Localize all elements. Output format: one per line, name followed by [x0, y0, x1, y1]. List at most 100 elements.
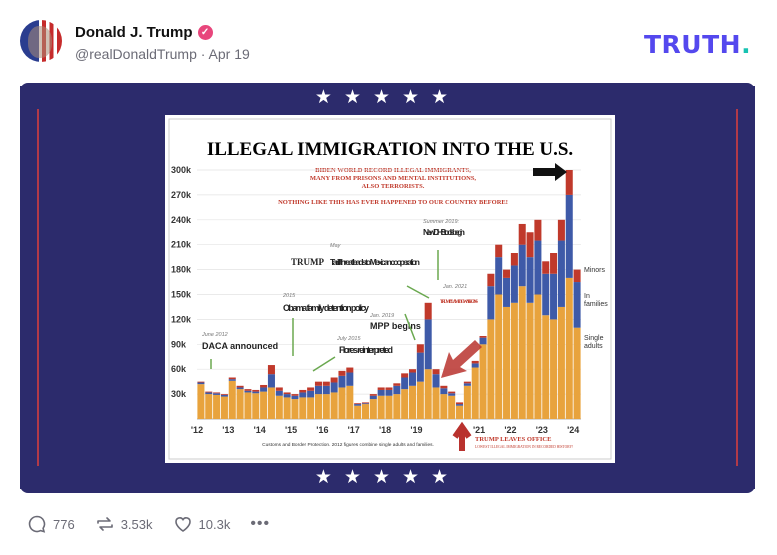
bar-minors [573, 269, 581, 283]
bar-single-adults [526, 302, 534, 419]
bar-in-families [275, 390, 283, 396]
bar-single-adults [424, 369, 432, 419]
bar-minors [220, 394, 228, 395]
bar-in-families [369, 395, 377, 400]
subtitle-line: BIDEN WORLD RECORD ILLEGAL IMMIGRANTS, [315, 167, 471, 174]
chart-svg: ILLEGAL IMMIGRATION INTO THE U.S. BIDEN … [168, 118, 612, 460]
bar-minors [244, 389, 252, 391]
truth-logo[interactable]: TRUTH. [644, 30, 751, 59]
stars-bottom: ★★★★★ [20, 466, 755, 489]
x-tick-label: '13 [222, 425, 234, 435]
bar-single-adults [307, 397, 315, 419]
bar-in-families [526, 257, 534, 303]
bar-single-adults [267, 387, 275, 419]
legend-single-adults: Single adults [584, 335, 604, 350]
annotation-date: Jan. 2019 [369, 313, 394, 319]
bar-minors [260, 384, 268, 388]
bar-single-adults [377, 395, 385, 419]
annotation-clampdown: TRUMP CLAMPDOWN BEGINS [440, 300, 478, 305]
bar-single-adults [205, 394, 213, 419]
bar-single-adults [479, 344, 487, 419]
bar-single-adults [565, 277, 573, 419]
annotation-dhs: New DHS tools begin [423, 227, 465, 237]
annotation-date: July 2015 [336, 336, 361, 342]
bar-minors [369, 394, 377, 396]
annotation-date: Jan. 2021 [442, 284, 467, 290]
bar-single-adults [228, 380, 236, 419]
retruth-button[interactable]: 3.53k [95, 514, 153, 534]
more-options-icon[interactable]: ••• [250, 515, 271, 532]
bar-in-families [291, 395, 299, 400]
comment-icon [28, 515, 46, 533]
bar-single-adults [503, 306, 511, 419]
bar-in-families [385, 389, 393, 396]
leaves-office-label: TRUMP LEAVES OFFICE [475, 436, 551, 443]
bar-minors [495, 244, 503, 258]
bar-single-adults [314, 394, 322, 419]
bar-in-families [550, 273, 558, 320]
bar-in-families [542, 273, 550, 316]
y-tick-label: 270k [171, 190, 192, 200]
post-meta: @realDonaldTrump · Apr 19 [75, 46, 250, 62]
annotation-flores: Flores reinterpreted [339, 345, 393, 355]
y-tick-label: 210k [171, 240, 192, 250]
subtitle-line: ALSO TERRORISTS. [362, 183, 425, 190]
x-tick-label: '22 [504, 425, 516, 435]
bar-minors [503, 269, 511, 278]
x-tick-label: '12 [191, 425, 203, 435]
annotation-daca: DACA announced [202, 341, 278, 351]
bar-single-adults [573, 327, 581, 419]
bar-single-adults [338, 387, 346, 419]
like-button[interactable]: 10.3k [173, 514, 230, 534]
legend-families: In families [584, 293, 608, 308]
chart-source: Customs and Border Protection. 2012 figu… [262, 442, 434, 448]
bar-single-adults [550, 319, 558, 419]
bar-in-families [205, 392, 213, 395]
bar-minors [361, 402, 370, 404]
bar-minors [267, 365, 275, 375]
bar-single-adults [416, 381, 424, 419]
bar-minors [424, 302, 432, 320]
bar-minors [354, 403, 362, 405]
bar-minors [236, 385, 244, 388]
bar-single-adults [346, 385, 354, 419]
bar-single-adults [252, 393, 260, 419]
bar-in-families [299, 392, 307, 398]
retruth-count: 3.53k [120, 516, 153, 532]
bar-single-adults [291, 399, 299, 419]
bar-single-adults [260, 391, 268, 419]
bar-single-adults [440, 394, 448, 419]
post-image[interactable]: ★★★★★ ★★★★★ ILLEGAL IMMIGRATION INTO THE… [20, 83, 755, 493]
bar-in-families [213, 393, 221, 395]
x-tick-label: '17 [348, 425, 360, 435]
annotation-mpp: MPP begins [370, 321, 421, 331]
bar-single-adults [518, 286, 526, 419]
handle[interactable]: @realDonaldTrump [75, 46, 197, 62]
y-tick-label: 60k [171, 364, 187, 374]
bar-minors [377, 387, 385, 390]
bar-minors [283, 392, 291, 395]
annotation-trump-prefix: TRUMP [291, 257, 324, 267]
bar-minors [205, 391, 213, 393]
avatar[interactable] [20, 20, 62, 62]
author-name-text[interactable]: Donald J. Trump [75, 24, 193, 41]
bar-minors [479, 336, 487, 338]
bar-in-families [314, 385, 322, 395]
bar-minors [393, 383, 401, 386]
post-date[interactable]: Apr 19 [208, 46, 250, 62]
bar-single-adults [456, 405, 464, 419]
bar-single-adults [330, 392, 338, 419]
bar-in-families [346, 372, 354, 386]
logo-dot: . [741, 30, 752, 59]
bar-single-adults [534, 294, 542, 419]
reply-button[interactable]: 776 [27, 514, 75, 534]
bar-minors [401, 373, 409, 378]
annotation-date: Summer 2019: [423, 219, 460, 225]
bar-minors [314, 381, 322, 386]
author-name[interactable]: Donald J. Trump ✓ [75, 24, 213, 41]
bar-single-adults [275, 395, 283, 419]
bar-in-families [307, 390, 315, 398]
bar-in-families [565, 194, 573, 278]
bar-single-adults [471, 367, 479, 419]
x-tick-label: '15 [285, 425, 297, 435]
